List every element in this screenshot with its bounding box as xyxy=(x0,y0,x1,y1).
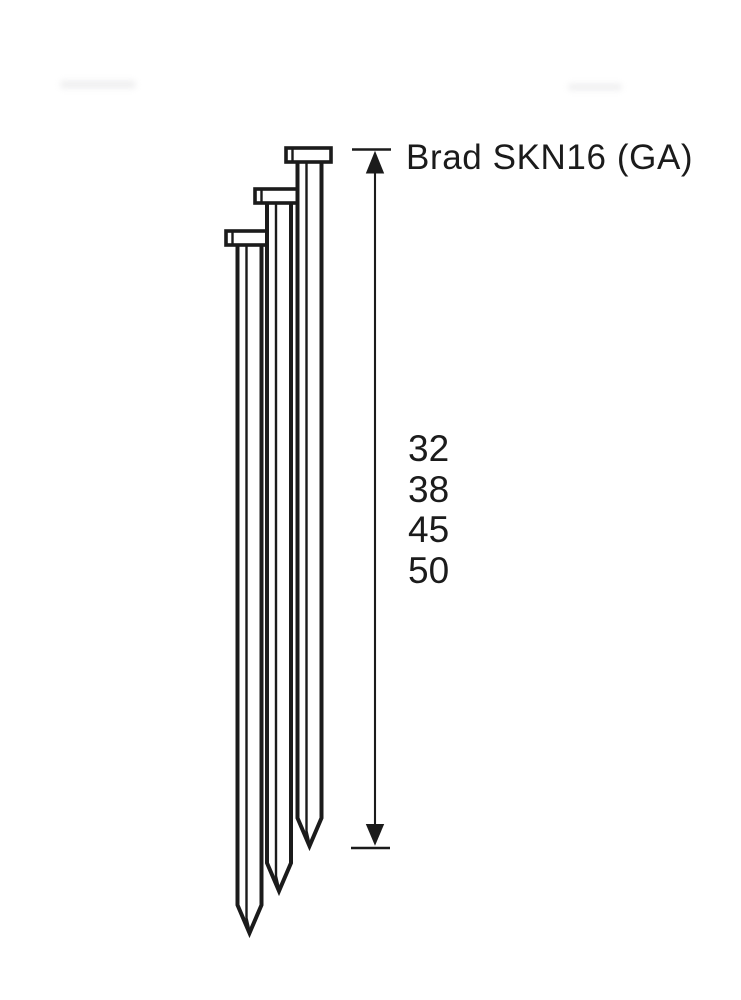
faint-smudge xyxy=(60,80,136,89)
dimension-arrow-icon xyxy=(351,148,391,850)
length-value: 38 xyxy=(408,468,450,510)
length-value: 50 xyxy=(408,550,450,592)
nail-medium-icon xyxy=(253,187,302,897)
length-value: 32 xyxy=(408,428,450,469)
nail-short-icon xyxy=(224,229,273,939)
nail-shank-inner-line xyxy=(274,203,280,887)
nail-shank-inner-line xyxy=(305,162,310,842)
nail-shank xyxy=(265,194,293,897)
length-list: 32 38 45 50 xyxy=(408,428,450,592)
nail-shank-inner-line xyxy=(245,245,250,929)
dimension-arrowhead-down xyxy=(365,824,385,846)
nail-head xyxy=(284,146,333,164)
nail-shank xyxy=(295,153,324,852)
dimension-arrowhead-up xyxy=(365,150,385,174)
faint-smudge xyxy=(568,83,622,91)
length-value: 45 xyxy=(408,509,450,551)
nail-shank xyxy=(235,236,264,939)
nail-long-icon xyxy=(284,146,333,852)
diagram-title: Brad SKN16 (GA) xyxy=(406,138,694,177)
